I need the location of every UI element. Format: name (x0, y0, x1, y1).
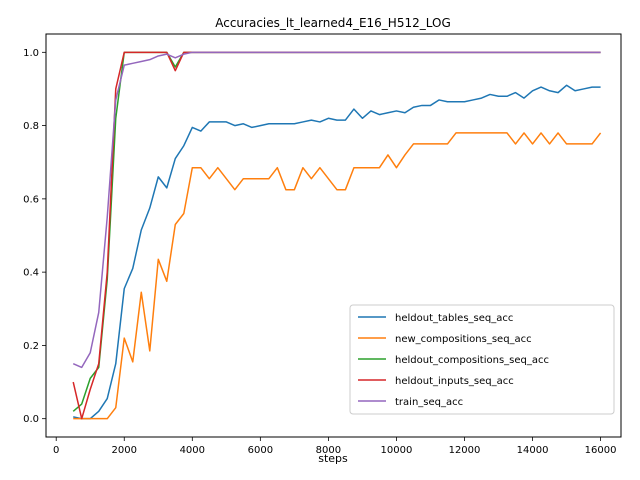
legend-label: heldout_tables_seq_acc (395, 313, 513, 324)
plot-frame (45, 33, 622, 438)
x-tick-label: 12000 (449, 445, 481, 456)
y-tick-label: 0.4 (23, 268, 39, 279)
series-line-heldout_tables_seq_acc (73, 84, 601, 420)
series-line-train_seq_acc (72, 51, 601, 369)
y-tick-label: 0.0 (23, 414, 39, 425)
y-axis-ticks: 0.0 0.2 0.4 0.6 0.8 1.0 (23, 48, 46, 425)
x-tick-label: 2000 (112, 445, 137, 456)
plot-lines (72, 51, 602, 420)
legend: heldout_tables_seq_acc new_compositions_s… (349, 304, 615, 415)
x-tick-label: 4000 (180, 445, 205, 456)
x-tick-label: 16000 (585, 445, 617, 456)
legend-label: heldout_compositions_seq_acc (395, 355, 549, 366)
legend-label: train_seq_acc (395, 397, 463, 408)
x-tick-label: 14000 (517, 445, 549, 456)
x-axis-ticks: 0 2000 4000 6000 8000 10000 12000 14000 16000 (53, 437, 616, 456)
chart-title: Accuracies_lt_learned4_E16_H512_LOG (215, 16, 451, 30)
legend-label: heldout_inputs_seq_acc (395, 376, 514, 387)
y-tick-label: 0.2 (23, 341, 39, 352)
series-line-new_compositions_seq_acc (73, 132, 602, 420)
x-tick-label: 8000 (316, 445, 341, 456)
x-tick-label: 10000 (381, 445, 413, 456)
x-tick-label: 6000 (248, 445, 273, 456)
legend-box (349, 304, 615, 415)
x-tick-label: 0 (53, 445, 59, 456)
legend-label: new_compositions_seq_acc (395, 334, 532, 345)
y-tick-label: 0.6 (23, 194, 39, 205)
x-axis-label: steps (318, 452, 348, 465)
y-tick-label: 1.0 (23, 48, 39, 59)
y-tick-label: 0.8 (23, 121, 39, 132)
